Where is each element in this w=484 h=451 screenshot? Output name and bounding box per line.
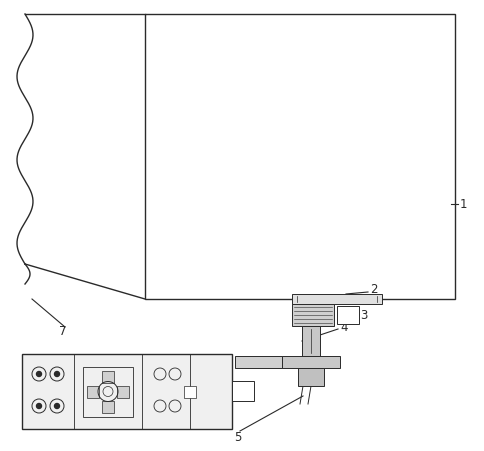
Bar xyxy=(298,368,324,386)
Bar xyxy=(83,367,133,417)
Bar xyxy=(235,356,282,368)
Bar xyxy=(232,381,254,401)
Bar xyxy=(102,400,114,413)
Bar xyxy=(292,295,382,304)
Circle shape xyxy=(55,372,60,377)
Text: 3: 3 xyxy=(360,309,367,322)
Text: 2: 2 xyxy=(370,283,378,296)
Bar xyxy=(117,386,129,398)
Text: 4: 4 xyxy=(340,321,348,334)
Bar xyxy=(22,354,232,429)
Bar xyxy=(145,15,455,299)
Circle shape xyxy=(36,372,42,377)
Circle shape xyxy=(55,404,60,409)
Text: 1: 1 xyxy=(460,198,468,211)
Text: 7: 7 xyxy=(59,325,67,338)
Bar xyxy=(102,371,114,382)
Bar xyxy=(292,304,334,326)
Bar xyxy=(184,386,196,398)
Bar xyxy=(302,326,320,356)
Bar xyxy=(282,356,340,368)
Text: 5: 5 xyxy=(234,431,242,443)
Bar xyxy=(337,306,359,324)
Bar xyxy=(87,386,99,398)
Circle shape xyxy=(36,404,42,409)
